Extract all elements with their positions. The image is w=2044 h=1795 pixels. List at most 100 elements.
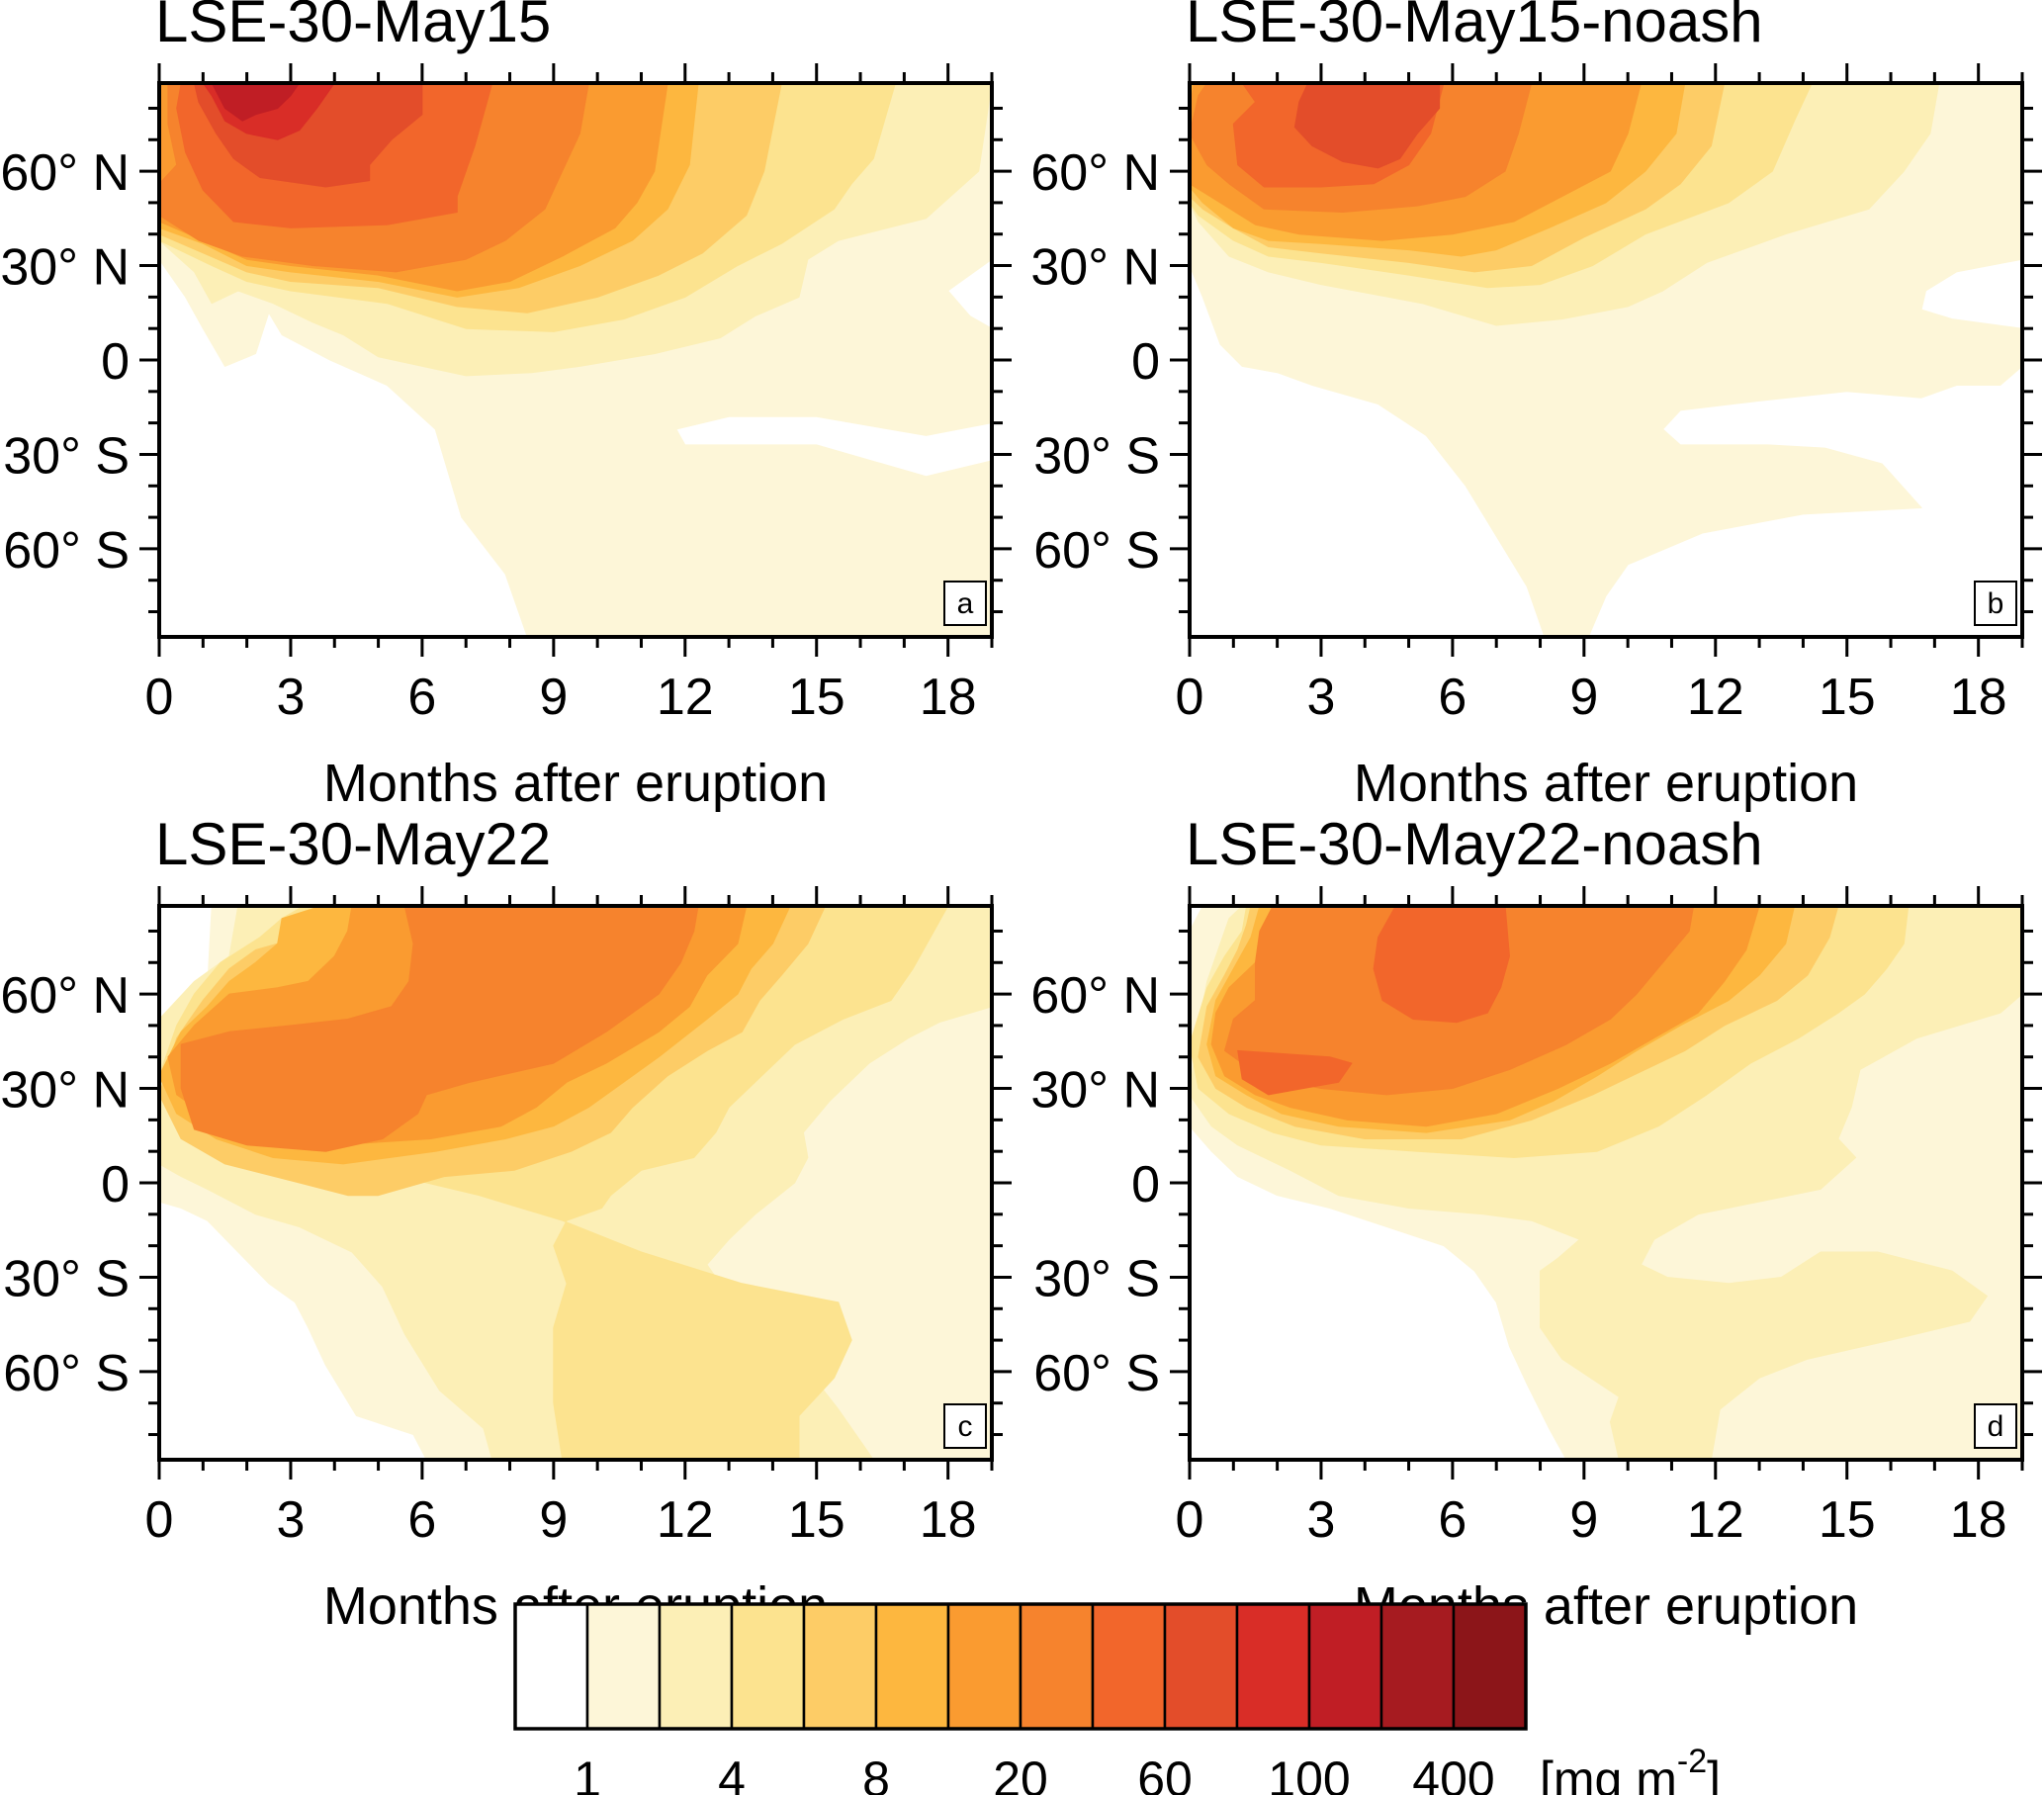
y-tick-label: 30° S bbox=[3, 1250, 130, 1307]
contour-level-9 bbox=[1293, 83, 1441, 169]
x-tick-label: 0 bbox=[145, 669, 174, 726]
colorbar-tick-label: 8 bbox=[862, 1751, 890, 1795]
panel-letter: c bbox=[958, 1410, 973, 1443]
x-tick-label: 6 bbox=[407, 669, 436, 726]
panel-title: LSE-30-May22 bbox=[155, 811, 551, 877]
y-tick-label: 30° N bbox=[0, 239, 130, 297]
y-tick-label: 0 bbox=[1131, 1156, 1160, 1213]
colorbar-swatch bbox=[585, 1602, 662, 1731]
x-tick-label: 3 bbox=[1306, 1491, 1335, 1549]
colorbar-swatch bbox=[1379, 1602, 1456, 1731]
colorbar-swatch bbox=[658, 1602, 734, 1731]
panel-title: LSE-30-May15-noash bbox=[1186, 0, 1763, 54]
y-tick-label: 0 bbox=[1131, 333, 1160, 391]
y-tick-label: 30° S bbox=[1033, 1250, 1160, 1307]
panel-letter-box bbox=[943, 1403, 987, 1449]
panel-title: LSE-30-May15 bbox=[155, 0, 551, 54]
colorbar-tick-label: 100 bbox=[1268, 1751, 1350, 1795]
y-tick-label: 60° S bbox=[1033, 1345, 1160, 1402]
colorbar-units: [mg m-2] bbox=[1540, 1743, 1721, 1795]
colorbar-tick-label: 1 bbox=[574, 1751, 601, 1795]
x-tick-label: 15 bbox=[1819, 1491, 1876, 1549]
x-tick-label: 18 bbox=[1950, 1491, 2007, 1549]
colorbar: 1 4 8 20 60 100 400 [mg m-2] bbox=[513, 1602, 1721, 1795]
contour-field bbox=[159, 906, 992, 1460]
y-tick-label: 60° S bbox=[3, 1345, 130, 1402]
contour-level-11 bbox=[211, 83, 301, 122]
x-tick-label: 18 bbox=[1950, 669, 2007, 726]
x-tick-label: 9 bbox=[539, 1491, 568, 1549]
y-tick-label: 60° N bbox=[1030, 144, 1160, 202]
colorbar-tick-label: 4 bbox=[718, 1751, 746, 1795]
x-axis-label: Months after eruption bbox=[323, 754, 828, 813]
contour-field bbox=[159, 83, 992, 637]
x-tick-label: 12 bbox=[657, 669, 714, 726]
x-tick-label: 15 bbox=[788, 669, 845, 726]
colorbar-swatch bbox=[1235, 1602, 1311, 1731]
x-tick-label: 9 bbox=[539, 669, 568, 726]
colorbar-swatch bbox=[1019, 1602, 1095, 1731]
colorbar-swatch bbox=[513, 1602, 589, 1731]
x-tick-label: 3 bbox=[276, 669, 305, 726]
colorbar-swatch bbox=[946, 1602, 1022, 1731]
y-tick-label: 60° S bbox=[1033, 522, 1160, 580]
x-tick-label: 12 bbox=[1687, 1491, 1744, 1549]
colorbar-tick-label: 20 bbox=[993, 1751, 1048, 1795]
y-tick-label: 30° S bbox=[1033, 427, 1160, 485]
x-tick-label: 0 bbox=[1176, 669, 1204, 726]
y-tick-label: 30° S bbox=[3, 427, 130, 485]
x-tick-label: 6 bbox=[1438, 1491, 1466, 1549]
x-tick-label: 9 bbox=[1569, 669, 1598, 726]
contour-level-8 bbox=[1373, 906, 1510, 1024]
panel-letter-box bbox=[943, 581, 987, 626]
panel-letter: a bbox=[957, 587, 974, 620]
x-tick-label: 12 bbox=[657, 1491, 714, 1549]
y-tick-label: 30° N bbox=[0, 1062, 130, 1120]
colorbar-swatch bbox=[1163, 1602, 1239, 1731]
x-tick-label: 15 bbox=[1819, 669, 1876, 726]
panel-letter-box bbox=[1974, 1403, 2017, 1449]
contour-level-8 bbox=[1237, 1049, 1353, 1096]
contour-field bbox=[1190, 906, 2022, 1460]
panel-a: 0 3 6 9 12 15 18 60° N 30° N 0 30° S 60° S Months af… bbox=[0, 0, 1012, 813]
panel-letter: d bbox=[1988, 1410, 2004, 1443]
contour-field bbox=[1190, 83, 2022, 637]
x-tick-label: 0 bbox=[145, 1491, 174, 1549]
x-tick-label: 6 bbox=[407, 1491, 436, 1549]
y-tick-label: 30° N bbox=[1030, 239, 1160, 297]
x-tick-label: 0 bbox=[1176, 1491, 1204, 1549]
colorbar-frame bbox=[513, 1602, 1528, 1731]
x-tick-label: 18 bbox=[920, 669, 977, 726]
x-tick-label: 6 bbox=[1438, 669, 1466, 726]
y-tick-label: 60° N bbox=[1030, 967, 1160, 1025]
y-tick-label: 0 bbox=[101, 333, 130, 391]
colorbar-swatch bbox=[1307, 1602, 1383, 1731]
y-tick-label: 30° N bbox=[1030, 1062, 1160, 1120]
y-tick-label: 60° N bbox=[0, 967, 130, 1025]
panel-letter: b bbox=[1988, 587, 2004, 620]
colorbar-swatch bbox=[730, 1602, 806, 1731]
colorbar-tick-label: 400 bbox=[1412, 1751, 1494, 1795]
y-tick-label: 60° S bbox=[3, 522, 130, 580]
contour-level-7 bbox=[180, 906, 699, 1152]
x-tick-label: 12 bbox=[1687, 669, 1744, 726]
x-tick-label: 3 bbox=[1306, 669, 1335, 726]
y-tick-label: 0 bbox=[101, 1156, 130, 1213]
x-tick-label: 9 bbox=[1569, 1491, 1598, 1549]
x-axis-label: Months after eruption bbox=[1354, 754, 1858, 813]
colorbar-tick-label: 60 bbox=[1137, 1751, 1193, 1795]
colorbar-swatch bbox=[1091, 1602, 1167, 1731]
panel-b: 0 3 6 9 12 15 18 60° N 30° N 0 30° S 60° S Months af… bbox=[1030, 0, 2042, 813]
y-tick-label: 60° N bbox=[0, 144, 130, 202]
x-tick-label: 18 bbox=[920, 1491, 977, 1549]
panel-title: LSE-30-May22-noash bbox=[1186, 811, 1763, 877]
x-tick-label: 15 bbox=[788, 1491, 845, 1549]
x-tick-label: 3 bbox=[276, 1491, 305, 1549]
panel-letter-box bbox=[1974, 581, 2017, 626]
colorbar-swatch bbox=[1452, 1602, 1528, 1731]
colorbar-swatch bbox=[874, 1602, 950, 1731]
colorbar-swatch bbox=[802, 1602, 878, 1731]
